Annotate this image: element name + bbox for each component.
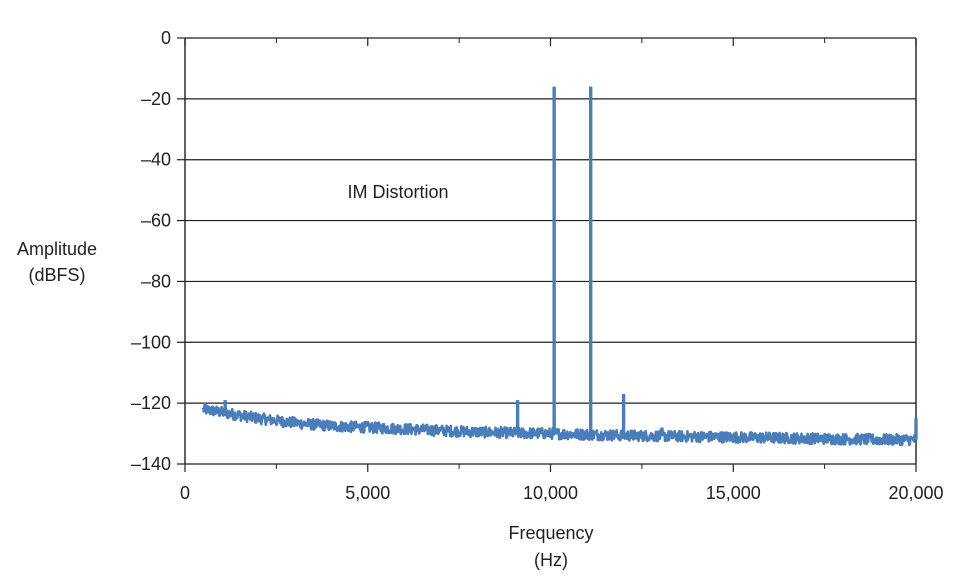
series-layer — [201, 86, 918, 447]
x-tick-label: 0 — [180, 483, 190, 503]
annotation-im-distortion: IM Distortion — [347, 182, 448, 202]
y-axis-ticks: 0 –20 –40 –60 –80 –100 –120 –140 — [131, 28, 185, 474]
y-axis-title-line1: Amplitude — [17, 239, 97, 259]
x-axis-title-line2: (Hz) — [534, 550, 568, 570]
y-tick-label: 0 — [161, 28, 171, 48]
y-tick-label: –140 — [131, 454, 171, 474]
y-tick-label: –120 — [131, 393, 171, 413]
noise-floor-line — [201, 402, 917, 447]
y-tick-label: –20 — [141, 89, 171, 109]
x-axis-ticks: 0 5,000 10,000 15,000 20,000 — [180, 38, 944, 503]
y-axis-title-line2: (dBFS) — [28, 265, 85, 285]
x-axis-title-line1: Frequency — [508, 523, 593, 543]
x-tick-label: 5,000 — [345, 483, 390, 503]
x-tick-label: 10,000 — [523, 483, 578, 503]
y-tick-label: –40 — [141, 150, 171, 170]
x-tick-label: 15,000 — [706, 483, 761, 503]
y-tick-label: –100 — [131, 332, 171, 352]
y-tick-label: –60 — [141, 211, 171, 231]
x-tick-label: 20,000 — [888, 483, 943, 503]
gridlines — [184, 37, 917, 465]
y-tick-label: –80 — [141, 271, 171, 291]
